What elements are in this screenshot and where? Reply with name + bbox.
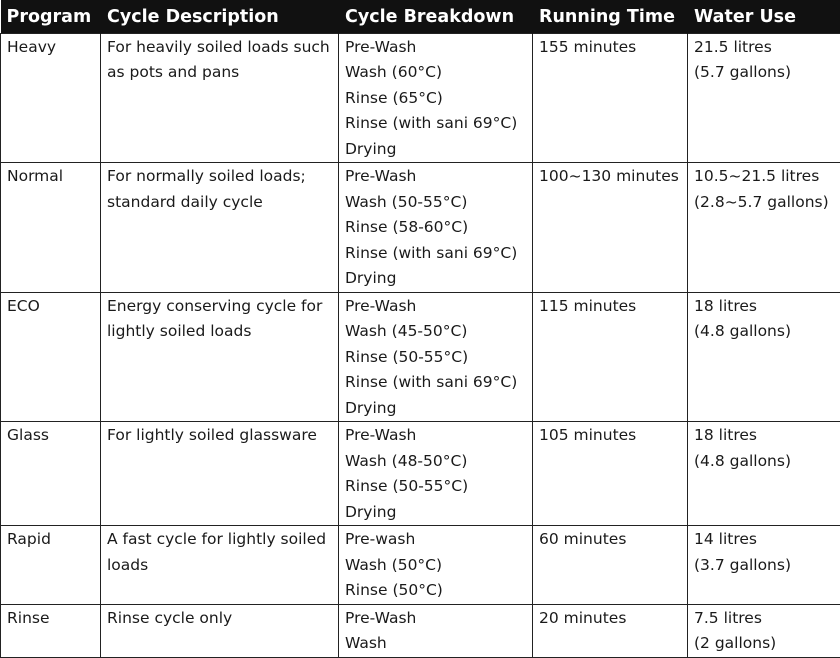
breakdown-step: Wash (50-55°C) (345, 190, 528, 216)
breakdown-step: Pre-Wash (345, 294, 528, 320)
program-cell: ECO (1, 292, 101, 422)
breakdown-step: Pre-Wash (345, 423, 528, 449)
breakdown-cell: Pre-Wash Wash (45-50°C) Rinse (50-55°C) … (339, 292, 533, 422)
breakdown-step: Drying (345, 396, 528, 422)
header-cycle-description: Cycle Description (101, 0, 339, 33)
breakdown-step: Wash (45-50°C) (345, 319, 528, 345)
water-litres: 10.5~21.5 litres (694, 164, 836, 190)
breakdown-cell: Pre-Wash Wash (50-55°C) Rinse (58-60°C) … (339, 163, 533, 293)
description-cell: A fast cycle for lightly soiled loads (101, 526, 339, 605)
program-cell: Heavy (1, 33, 101, 163)
table-header-row: Program Cycle Description Cycle Breakdow… (1, 0, 840, 33)
breakdown-step: Rinse (65°C) (345, 86, 528, 112)
water-gallons: (2 gallons) (694, 631, 836, 657)
water-gallons: (3.7 gallons) (694, 553, 836, 579)
running-time-cell: 60 minutes (533, 526, 688, 605)
water-use-cell: 18 litres (4.8 gallons) (688, 292, 840, 422)
description-cell: For heavily soiled loads such as pots an… (101, 33, 339, 163)
breakdown-step: Wash (60°C) (345, 60, 528, 86)
breakdown-step: Wash (50°C) (345, 553, 528, 579)
running-time-cell: 105 minutes (533, 422, 688, 526)
running-time-cell: 115 minutes (533, 292, 688, 422)
description-cell: Rinse cycle only (101, 604, 339, 657)
water-gallons: (2.8~5.7 gallons) (694, 190, 836, 216)
water-use-cell: 10.5~21.5 litres (2.8~5.7 gallons) (688, 163, 840, 293)
water-gallons: (4.8 gallons) (694, 319, 836, 345)
table-row: ECO Energy conserving cycle for lightly … (1, 292, 840, 422)
description-cell: For normally soiled loads; standard dail… (101, 163, 339, 293)
breakdown-step: Rinse (50-55°C) (345, 345, 528, 371)
description-cell: For lightly soiled glassware (101, 422, 339, 526)
table-row: Normal For normally soiled loads; standa… (1, 163, 840, 293)
water-litres: 14 litres (694, 527, 836, 553)
breakdown-step: Rinse (with sani 69°C) (345, 241, 528, 267)
breakdown-step: Rinse (with sani 69°C) (345, 370, 528, 396)
water-use-cell: 7.5 litres (2 gallons) (688, 604, 840, 657)
breakdown-step: Wash (345, 631, 528, 657)
header-running-time: Running Time (533, 0, 688, 33)
header-cycle-breakdown: Cycle Breakdown (339, 0, 533, 33)
water-use-cell: 21.5 litres (5.7 gallons) (688, 33, 840, 163)
breakdown-cell: Pre-wash Wash (50°C) Rinse (50°C) (339, 526, 533, 605)
program-cell: Normal (1, 163, 101, 293)
running-time-cell: 155 minutes (533, 33, 688, 163)
breakdown-step: Pre-wash (345, 527, 528, 553)
breakdown-step: Drying (345, 137, 528, 163)
program-cell: Glass (1, 422, 101, 526)
breakdown-step: Wash (48-50°C) (345, 449, 528, 475)
water-gallons: (5.7 gallons) (694, 60, 836, 86)
breakdown-step: Pre-Wash (345, 35, 528, 61)
water-litres: 18 litres (694, 294, 836, 320)
breakdown-cell: Pre-Wash Wash (60°C) Rinse (65°C) Rinse … (339, 33, 533, 163)
running-time-cell: 20 minutes (533, 604, 688, 657)
program-cell: Rinse (1, 604, 101, 657)
water-use-cell: 18 litres (4.8 gallons) (688, 422, 840, 526)
header-water-use: Water Use (688, 0, 840, 33)
water-litres: 7.5 litres (694, 606, 836, 632)
breakdown-step: Drying (345, 266, 528, 292)
program-cell: Rapid (1, 526, 101, 605)
breakdown-cell: Pre-Wash Wash (48-50°C) Rinse (50-55°C) … (339, 422, 533, 526)
table-row: Rinse Rinse cycle only Pre-Wash Wash 20 … (1, 604, 840, 657)
breakdown-step: Drying (345, 500, 528, 526)
water-litres: 21.5 litres (694, 35, 836, 61)
breakdown-step: Pre-Wash (345, 606, 528, 632)
header-program: Program (1, 0, 101, 33)
water-litres: 18 litres (694, 423, 836, 449)
breakdown-cell: Pre-Wash Wash (339, 604, 533, 657)
description-cell: Energy conserving cycle for lightly soil… (101, 292, 339, 422)
table-row: Heavy For heavily soiled loads such as p… (1, 33, 840, 163)
water-use-cell: 14 litres (3.7 gallons) (688, 526, 840, 605)
breakdown-step: Rinse (with sani 69°C) (345, 111, 528, 137)
table-row: Glass For lightly soiled glassware Pre-W… (1, 422, 840, 526)
breakdown-step: Rinse (58-60°C) (345, 215, 528, 241)
breakdown-step: Rinse (50°C) (345, 578, 528, 604)
breakdown-step: Pre-Wash (345, 164, 528, 190)
water-gallons: (4.8 gallons) (694, 449, 836, 475)
breakdown-step: Rinse (50-55°C) (345, 474, 528, 500)
table-row: Rapid A fast cycle for lightly soiled lo… (1, 526, 840, 605)
running-time-cell: 100~130 minutes (533, 163, 688, 293)
